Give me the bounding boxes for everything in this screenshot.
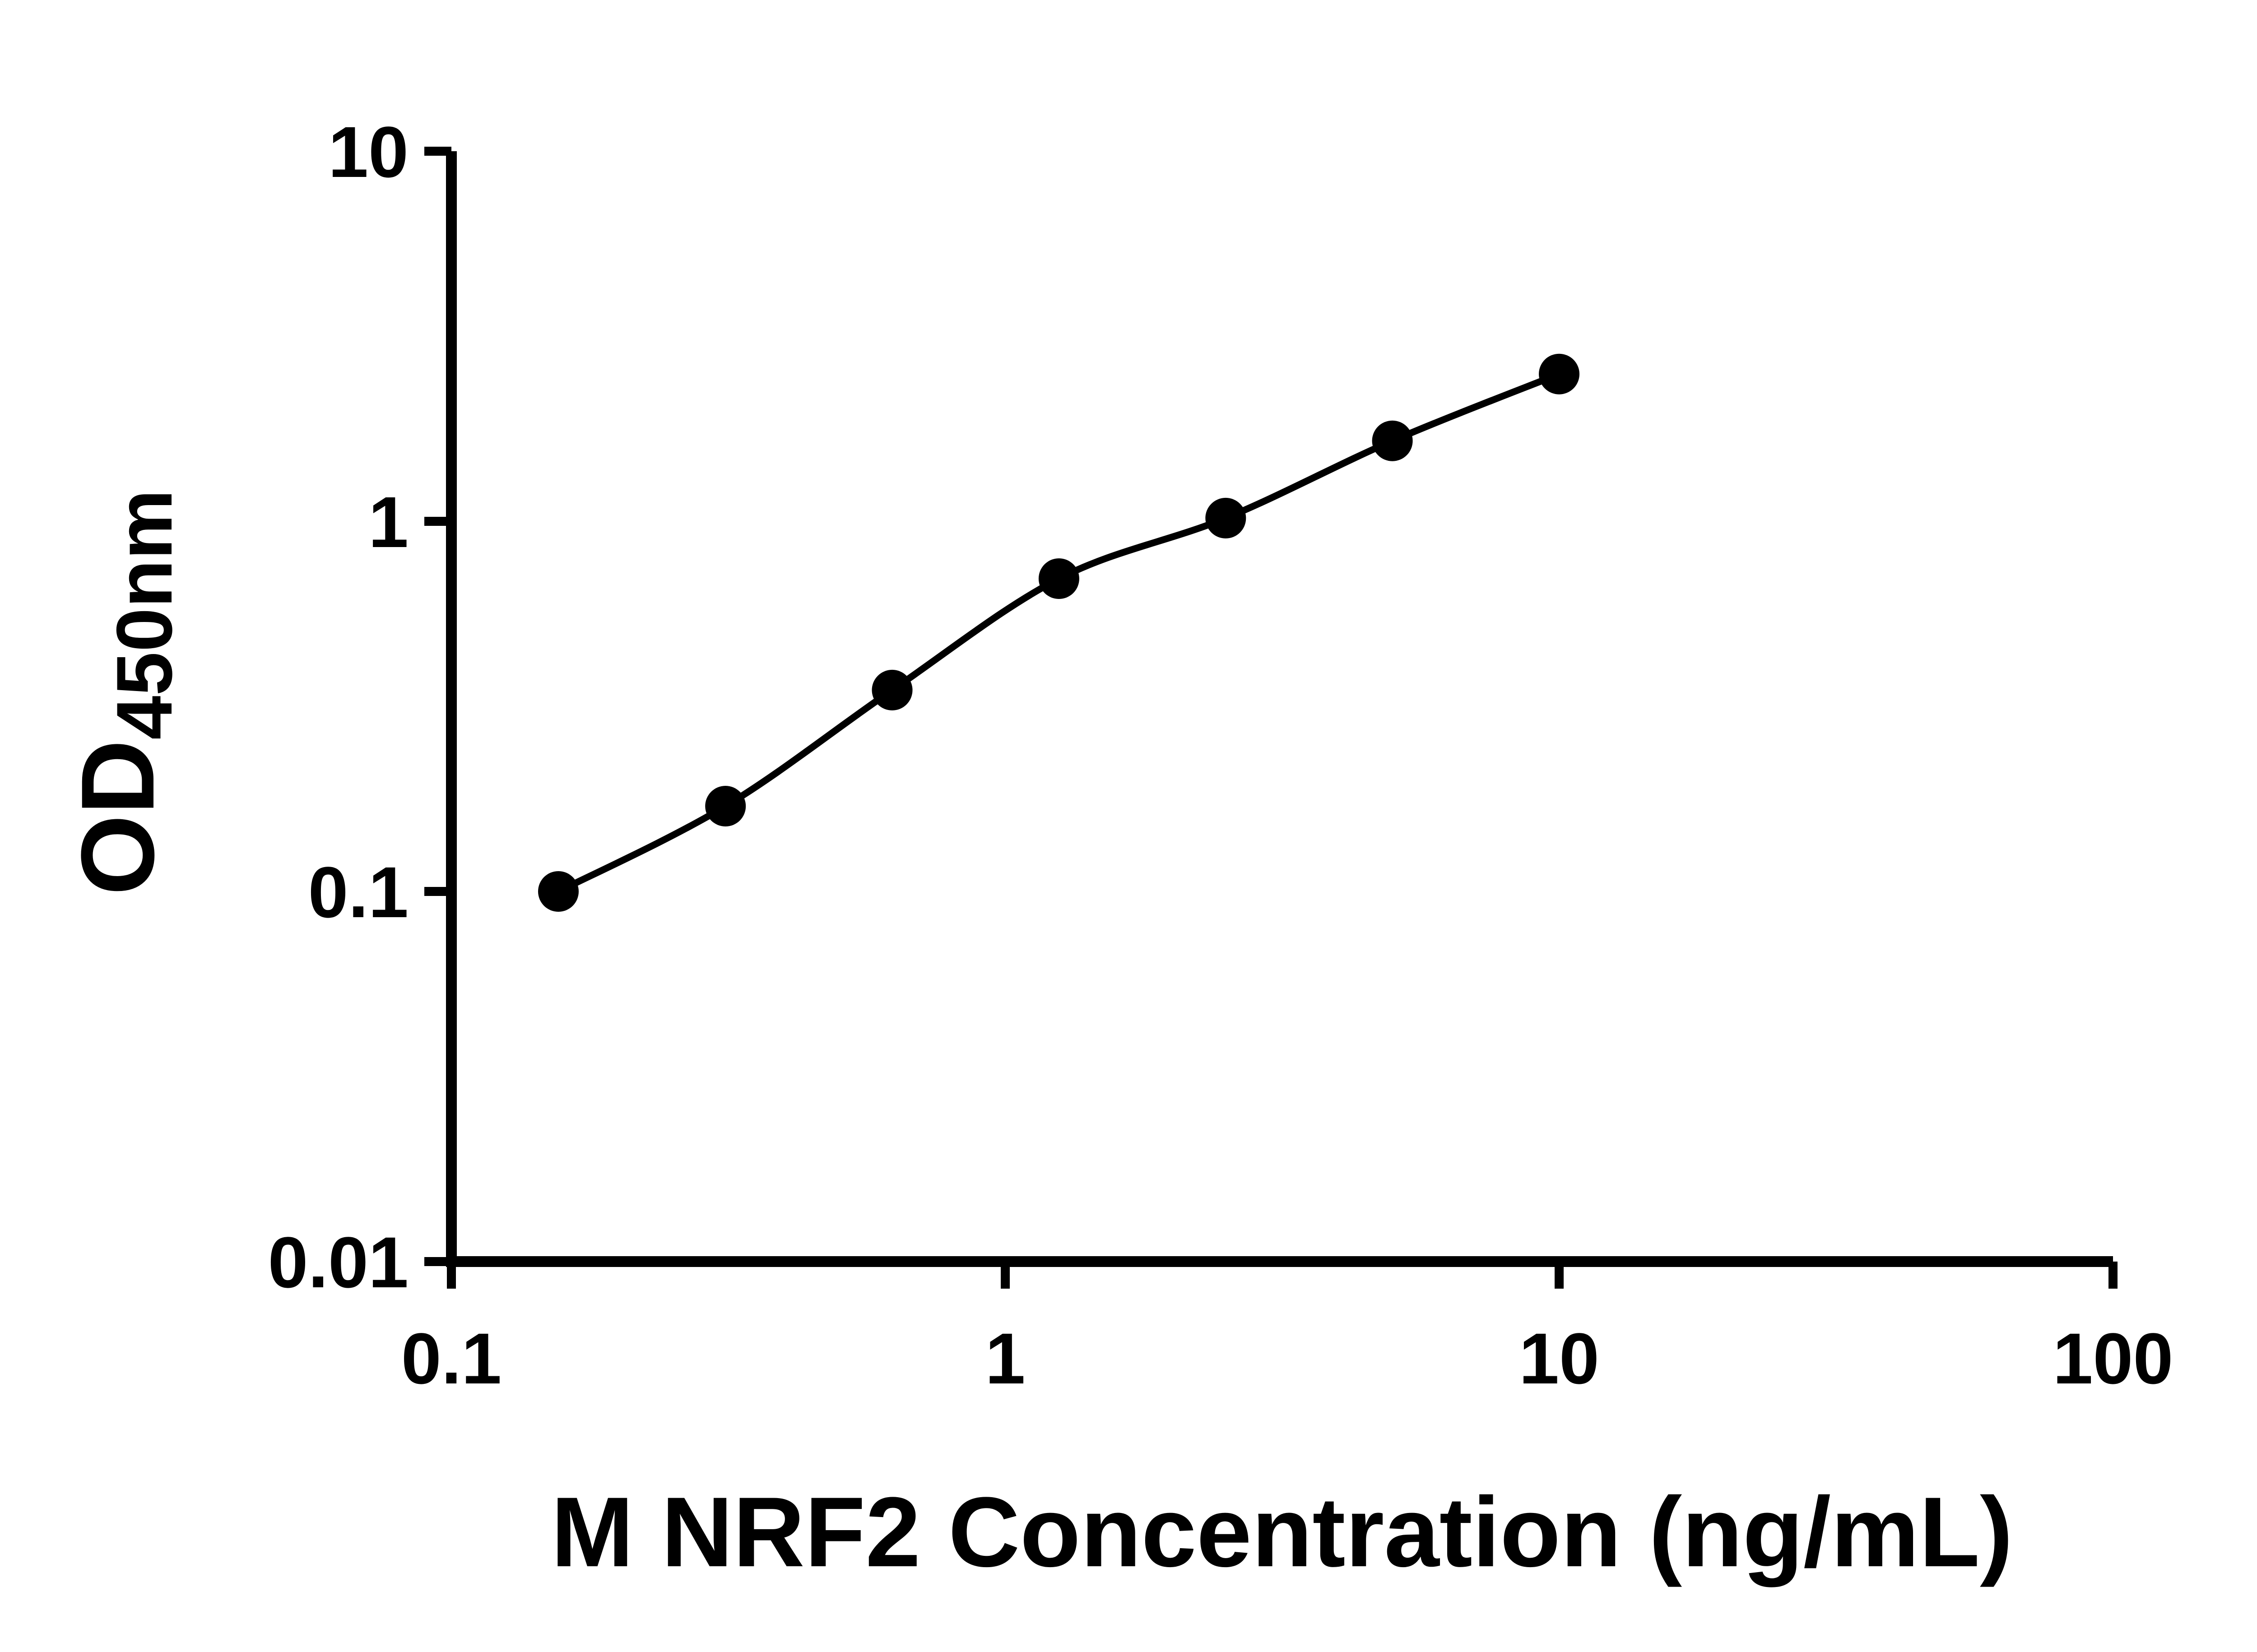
y-axis-label: OD450nm (60, 489, 189, 895)
x-tick-label: 1 (985, 1318, 1026, 1399)
y-axis-label-subscript: 450nm (101, 489, 189, 739)
y-axis-label-main: OD (60, 740, 176, 896)
y-tick-label: 10 (328, 111, 409, 192)
axis-spines (446, 151, 2113, 1267)
x-tick-label: 0.1 (401, 1318, 502, 1399)
x-axis-label: M NRF2 Concentration (ng/mL) (551, 1476, 2013, 1587)
data-point (1372, 420, 1413, 461)
x-tick-label: 100 (2053, 1318, 2173, 1399)
y-tick-label: 0.1 (308, 852, 409, 933)
y-tick-label: 1 (368, 482, 409, 562)
x-tick-label: 10 (1519, 1318, 1599, 1399)
data-point (1205, 497, 1246, 538)
y-tick-label: 0.01 (268, 1222, 409, 1303)
plot-area: 0.1 1 10 100 0.01 0.1 1 10 (268, 111, 2173, 1399)
data-point (538, 871, 579, 912)
data-point (1038, 558, 1079, 599)
data-point (872, 669, 913, 710)
svg-text:OD450nm: OD450nm (60, 489, 189, 895)
data-point (1539, 353, 1579, 394)
data-point (705, 786, 746, 826)
